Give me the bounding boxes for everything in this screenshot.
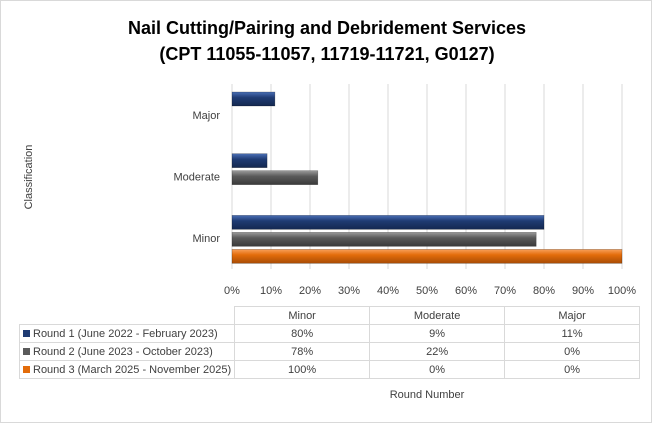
table-row: Round 1 (June 2022 - February 2023) 80% … — [18, 324, 641, 343]
table-header: Moderate — [369, 306, 506, 325]
bar-minor-round-1 — [231, 215, 545, 230]
chart-title-line-2: (CPT 11055-11057, 11719-11721, G0127) — [159, 44, 495, 64]
x-tick-label: 80% — [533, 285, 555, 297]
legend-key-icon — [23, 329, 30, 337]
x-tick-label: 20% — [299, 285, 321, 297]
series-name: Round 1 (June 2022 - February 2023) — [33, 327, 218, 340]
x-tick-label: 100% — [608, 285, 636, 297]
table-row: Round 3 (March 2025 - November 2025) 100… — [18, 360, 641, 379]
x-tick-label: 90% — [572, 285, 594, 297]
series-name: Round 3 (March 2025 - November 2025) — [33, 363, 232, 376]
x-tick-label: 0% — [224, 285, 240, 297]
bar-moderate-round-2 — [231, 170, 319, 185]
x-axis-title: Round Number — [389, 389, 465, 401]
x-tick-label: 30% — [338, 285, 360, 297]
data-table: Minor Moderate Major Round 1 (June 2022 … — [18, 306, 641, 379]
table-row: Round 2 (June 2023 - October 2023) 78% 2… — [18, 342, 641, 361]
table-cell: 0% — [504, 360, 641, 379]
x-tick-label: 50% — [416, 285, 438, 297]
x-tick-label: 40% — [377, 285, 399, 297]
table-header: Major — [504, 306, 641, 325]
table-cell: 11% — [504, 324, 641, 343]
x-tick-label: 70% — [494, 285, 516, 297]
legend-key-icon — [23, 365, 30, 373]
bar-moderate-round-1 — [231, 153, 268, 168]
category-label: Moderate — [174, 172, 220, 184]
table-corner — [19, 306, 236, 325]
series-name: Round 2 (June 2023 - October 2023) — [33, 345, 213, 358]
x-tick-label: 10% — [260, 285, 282, 297]
legend-key-icon — [23, 347, 30, 355]
table-cell: 80% — [234, 324, 371, 343]
table-header: Minor — [234, 306, 371, 325]
table-cell: 78% — [234, 342, 371, 361]
x-tick-label: 60% — [455, 285, 477, 297]
table-cell: 100% — [234, 360, 371, 379]
chart-title-line-1: Nail Cutting/Pairing and Debridement Ser… — [127, 18, 527, 38]
table-cell: 0% — [504, 342, 641, 361]
bar-minor-round-3 — [231, 249, 623, 264]
table-cell: 22% — [369, 342, 506, 361]
plot-area: Minor Moderate Major 0% 10% 20% 30% 40% 50% 60% 70… — [174, 84, 636, 297]
table-cell: 9% — [369, 324, 506, 343]
bar-minor-round-2 — [231, 232, 537, 247]
bar-major-round-1 — [231, 91, 276, 107]
category-label: Major — [192, 110, 220, 122]
category-label: Minor — [192, 233, 220, 245]
table-cell: 0% — [369, 360, 506, 379]
